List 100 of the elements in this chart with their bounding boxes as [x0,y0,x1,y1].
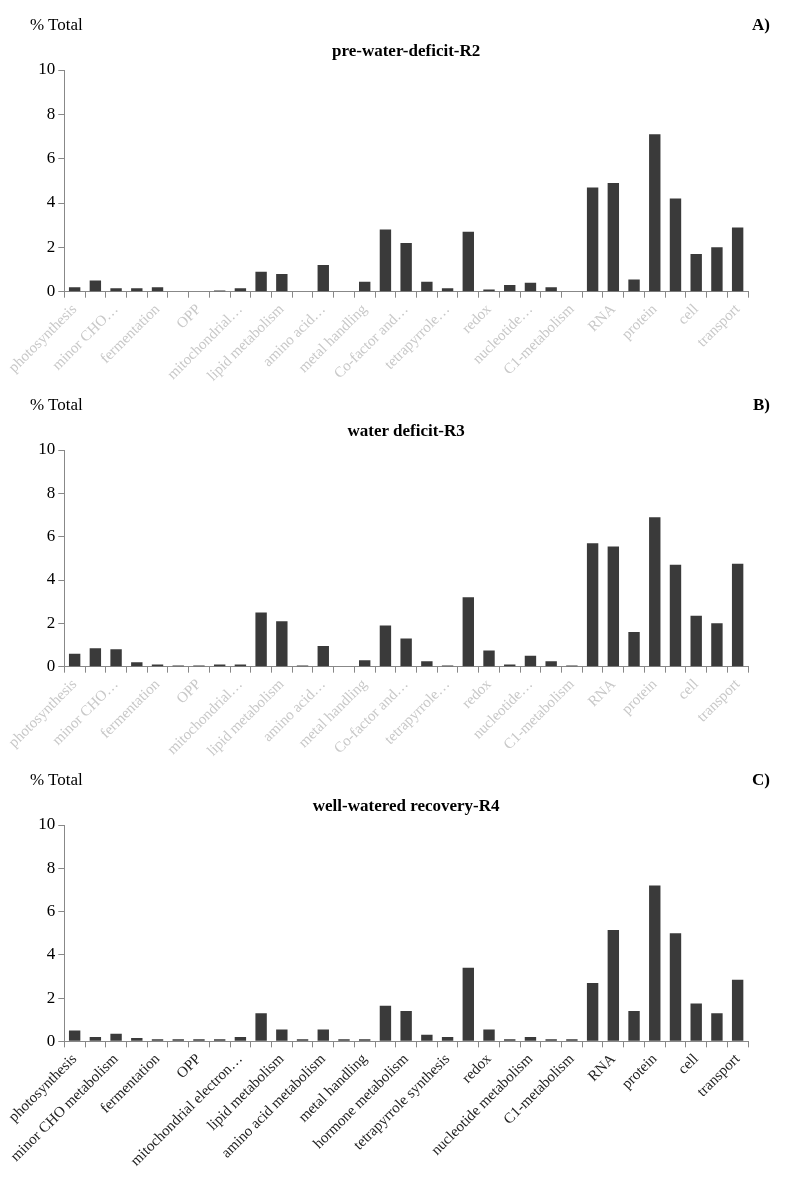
y-tick-label: 0 [46,1030,56,1050]
bar [151,287,164,292]
bar [89,648,102,667]
bar [234,288,247,292]
y-tick-label: 0 [46,656,56,676]
bar [359,281,371,292]
bar [131,288,143,292]
bar [628,1011,640,1041]
y-tick-label: 10 [38,59,56,79]
y-axis-title: % Total [30,770,84,790]
bar [421,1034,433,1041]
bar [607,183,620,292]
bar [317,646,329,667]
bar [711,247,723,292]
y-tick-label: 6 [46,901,56,921]
bar [607,929,620,1041]
y-tick-label: 8 [46,857,56,877]
y-tick-label: 10 [38,814,56,834]
bar [317,1029,329,1041]
bar [89,1037,102,1041]
bar [421,281,433,292]
y-tick-label: 2 [46,987,56,1007]
bar [504,285,516,292]
bar [462,231,474,292]
bar [690,1003,702,1041]
bar [400,1011,412,1041]
y-tick-label: 2 [46,612,56,632]
bar [628,279,640,292]
bar [731,227,744,292]
y-tick-label: 4 [46,192,56,212]
bar [462,597,474,667]
bar [607,546,620,667]
bar [131,662,143,667]
bar [545,287,557,292]
bar [669,564,682,667]
bar [110,1033,122,1041]
bar [276,273,288,292]
chart-title: water deficit-R3 [347,421,465,441]
bar [359,660,371,667]
bar [649,517,661,667]
bar [586,982,599,1041]
bar [68,653,81,667]
y-tick-label: 0 [46,281,56,301]
text: C) [752,770,770,790]
bar [441,1037,454,1041]
bar [483,650,495,667]
bar [234,1037,247,1041]
y-tick-label: 10 [38,439,56,459]
y-tick-label: 2 [46,236,56,256]
bar [131,1038,143,1041]
bar [586,187,599,292]
bar [669,933,682,1041]
y-axis-title: % Total [30,395,84,415]
y-tick-label: 8 [46,103,56,123]
bar [545,661,557,667]
text: B) [753,395,770,415]
bar [276,621,288,667]
bar [524,1037,537,1041]
bar [110,288,122,292]
y-tick-label: 8 [46,482,56,502]
y-tick-label: 6 [46,148,56,168]
bar [649,885,661,1041]
bar [255,1013,267,1041]
x-tick-label: cell [674,1050,702,1077]
bar [690,254,702,292]
y-tick-label: 4 [46,569,56,589]
bar [68,287,81,292]
bar [421,661,433,667]
bar [317,265,329,292]
bar [400,638,412,667]
bar [379,625,392,667]
bar [379,229,392,292]
bar [690,615,702,667]
bar [441,288,454,292]
y-tick-label: 4 [46,944,56,964]
chart-title: pre-water-deficit-R2 [332,41,481,61]
bar [586,543,599,667]
bar [68,1030,81,1041]
bar [649,134,661,292]
bar [524,655,537,667]
bar [379,1005,392,1041]
bar [731,563,744,667]
bar [255,612,267,667]
text: A) [752,15,770,35]
bar [711,1013,723,1041]
bar [255,271,267,292]
bar [110,649,122,667]
bar [400,242,412,292]
y-tick-label: 6 [46,526,56,546]
bar [711,623,723,667]
y-axis-title: % Total [30,15,84,35]
bar [628,632,640,667]
bar [669,198,682,292]
bar [731,979,744,1041]
bar [462,967,474,1041]
chart-title: well-watered recovery-R4 [312,796,501,816]
bar [483,1029,495,1041]
bar [524,282,537,292]
bar [89,280,102,292]
bar [276,1029,288,1041]
